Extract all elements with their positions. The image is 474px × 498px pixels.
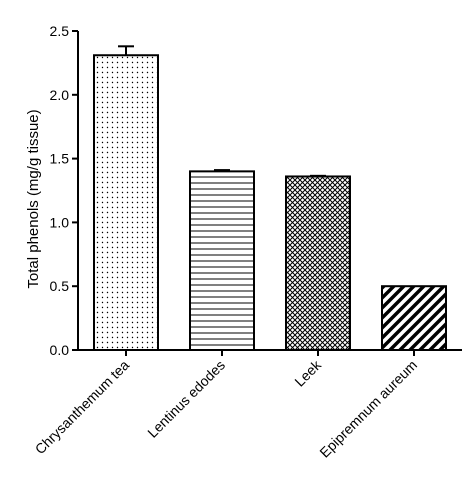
x-category-label: Leek (291, 356, 324, 389)
y-axis-title: Total phenols (mg/g tissue) (25, 109, 42, 288)
y-axis: 0.0 0.5 1.0 1.5 2.0 2.5 (50, 23, 79, 358)
x-category-label: Chrysanthemum tea (32, 357, 133, 458)
bar-epipremnum-aureum (381, 285, 447, 352)
y-tick-label: 0.0 (50, 342, 70, 358)
y-tick-label: 0.5 (50, 278, 70, 294)
x-axis: Chrysanthemum tea Lentinus edodes LeekEpip… (32, 349, 462, 461)
y-tick-label: 2.5 (50, 23, 70, 39)
bars (93, 45, 447, 352)
bar-lentinus-edodes (189, 170, 255, 351)
bar-leek (285, 175, 351, 351)
x-category-label: Epipremnum aureum (316, 357, 420, 461)
bar-chrysanthemum-tea (93, 54, 159, 352)
y-tick-label: 1.0 (50, 214, 70, 230)
y-tick-label: 1.5 (50, 151, 70, 167)
y-tick-label: 2.0 (50, 87, 70, 103)
x-category-label: Lentinus edodes (144, 357, 228, 441)
